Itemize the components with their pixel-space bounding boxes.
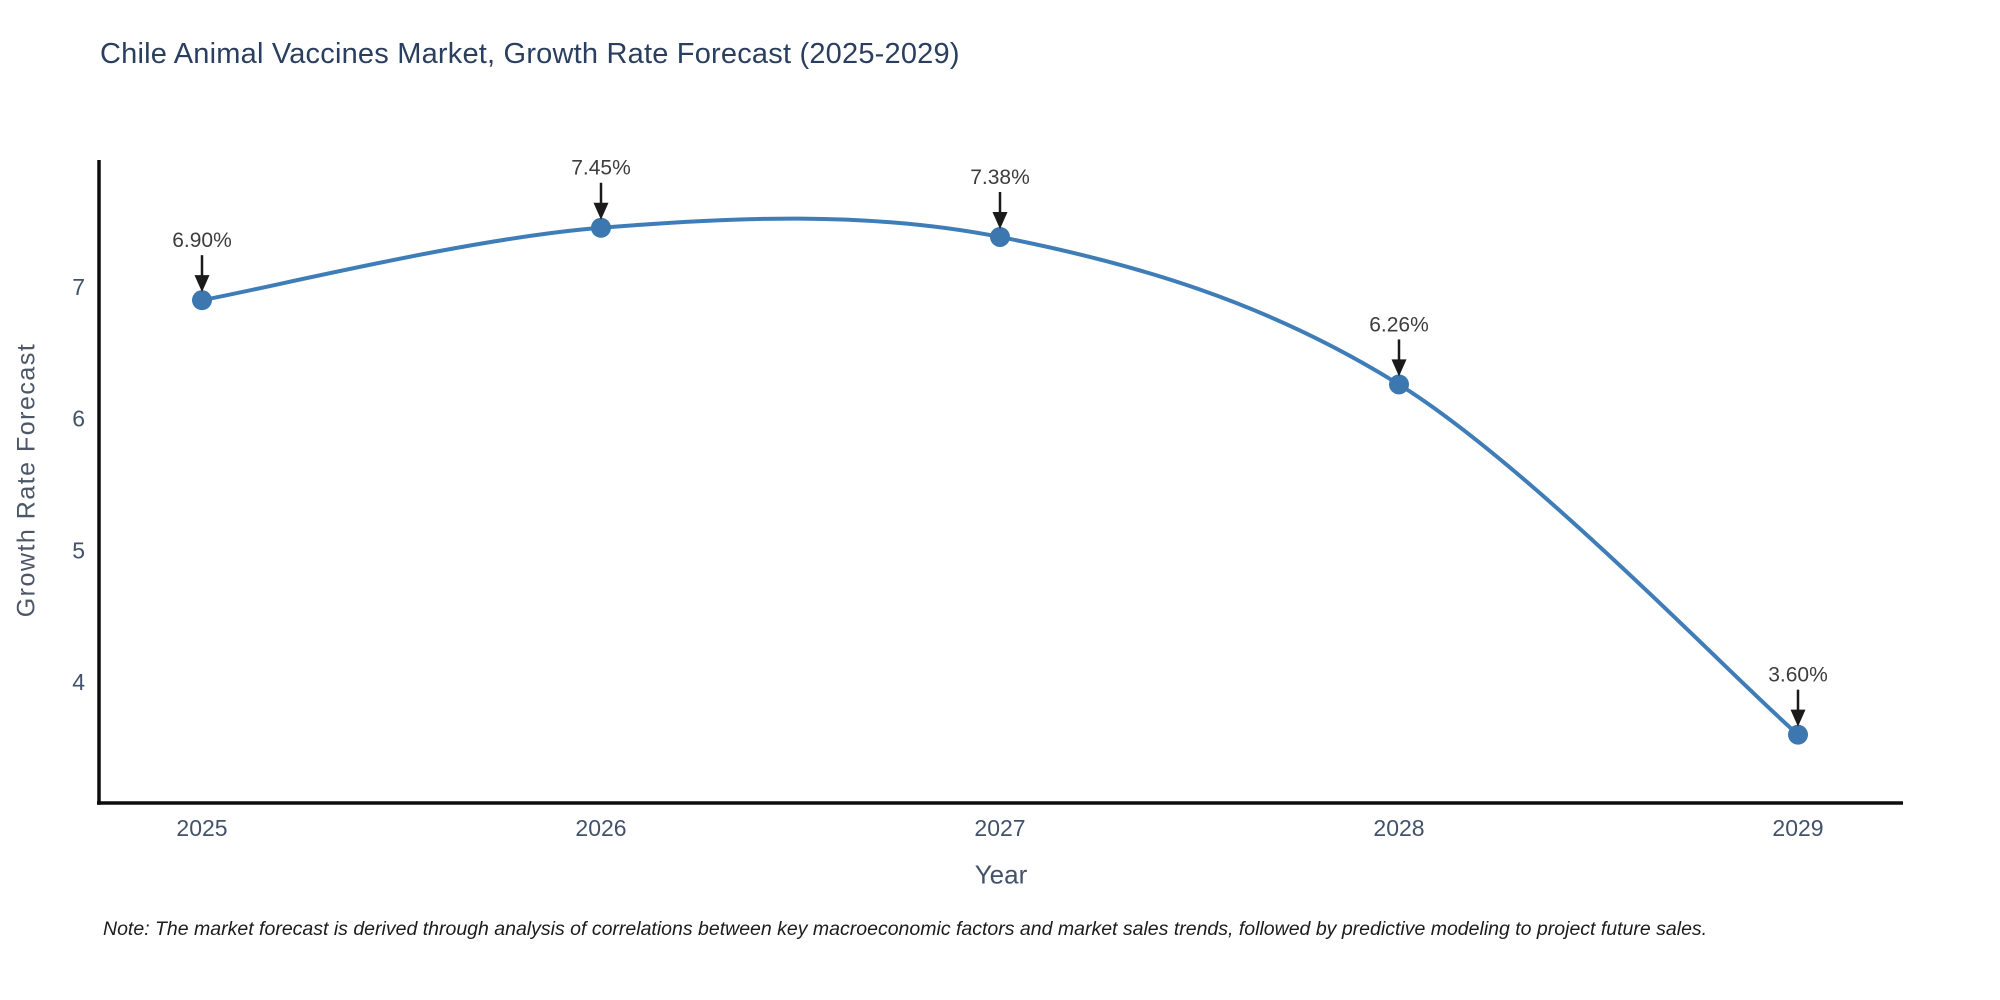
forecast-line: [200, 216, 1800, 737]
data-point-marker: [1389, 374, 1409, 395]
x-tick-label: 2029: [1772, 815, 1823, 841]
x-axis-title: Year: [974, 859, 1028, 890]
annotation-arrowhead: [593, 202, 609, 220]
y-tick-label: 7: [72, 274, 85, 300]
annotation-arrowhead: [194, 275, 210, 293]
point-annotation-label: 7.45%: [571, 157, 631, 180]
point-annotation-label: 7.38%: [970, 166, 1030, 189]
x-tick-label: 2028: [1373, 815, 1424, 841]
annotation-arrowhead: [992, 211, 1008, 229]
y-axis-title: Growth Rate Forecast: [12, 342, 41, 618]
point-annotation-label: 6.90%: [172, 229, 232, 252]
point-annotation-label: 3.60%: [1768, 664, 1828, 687]
y-tick-label: 6: [72, 406, 85, 432]
chart-title: Chile Animal Vaccines Market, Growth Rat…: [100, 38, 960, 70]
data-point-marker: [1788, 724, 1808, 745]
point-annotation-label: 6.26%: [1369, 313, 1429, 336]
data-point-marker: [192, 290, 212, 311]
y-tick-label: 5: [72, 537, 85, 563]
y-tick-label: 4: [72, 669, 85, 695]
annotation-arrowhead: [1391, 359, 1407, 377]
annotation-arrowhead: [1790, 709, 1806, 727]
x-tick-label: 2027: [974, 815, 1025, 841]
footnote: Note: The market forecast is derived thr…: [103, 918, 1708, 940]
data-point-marker: [591, 217, 611, 238]
x-tick-label: 2026: [575, 815, 626, 841]
data-point-marker: [990, 226, 1010, 247]
x-tick-label: 2025: [176, 815, 227, 841]
